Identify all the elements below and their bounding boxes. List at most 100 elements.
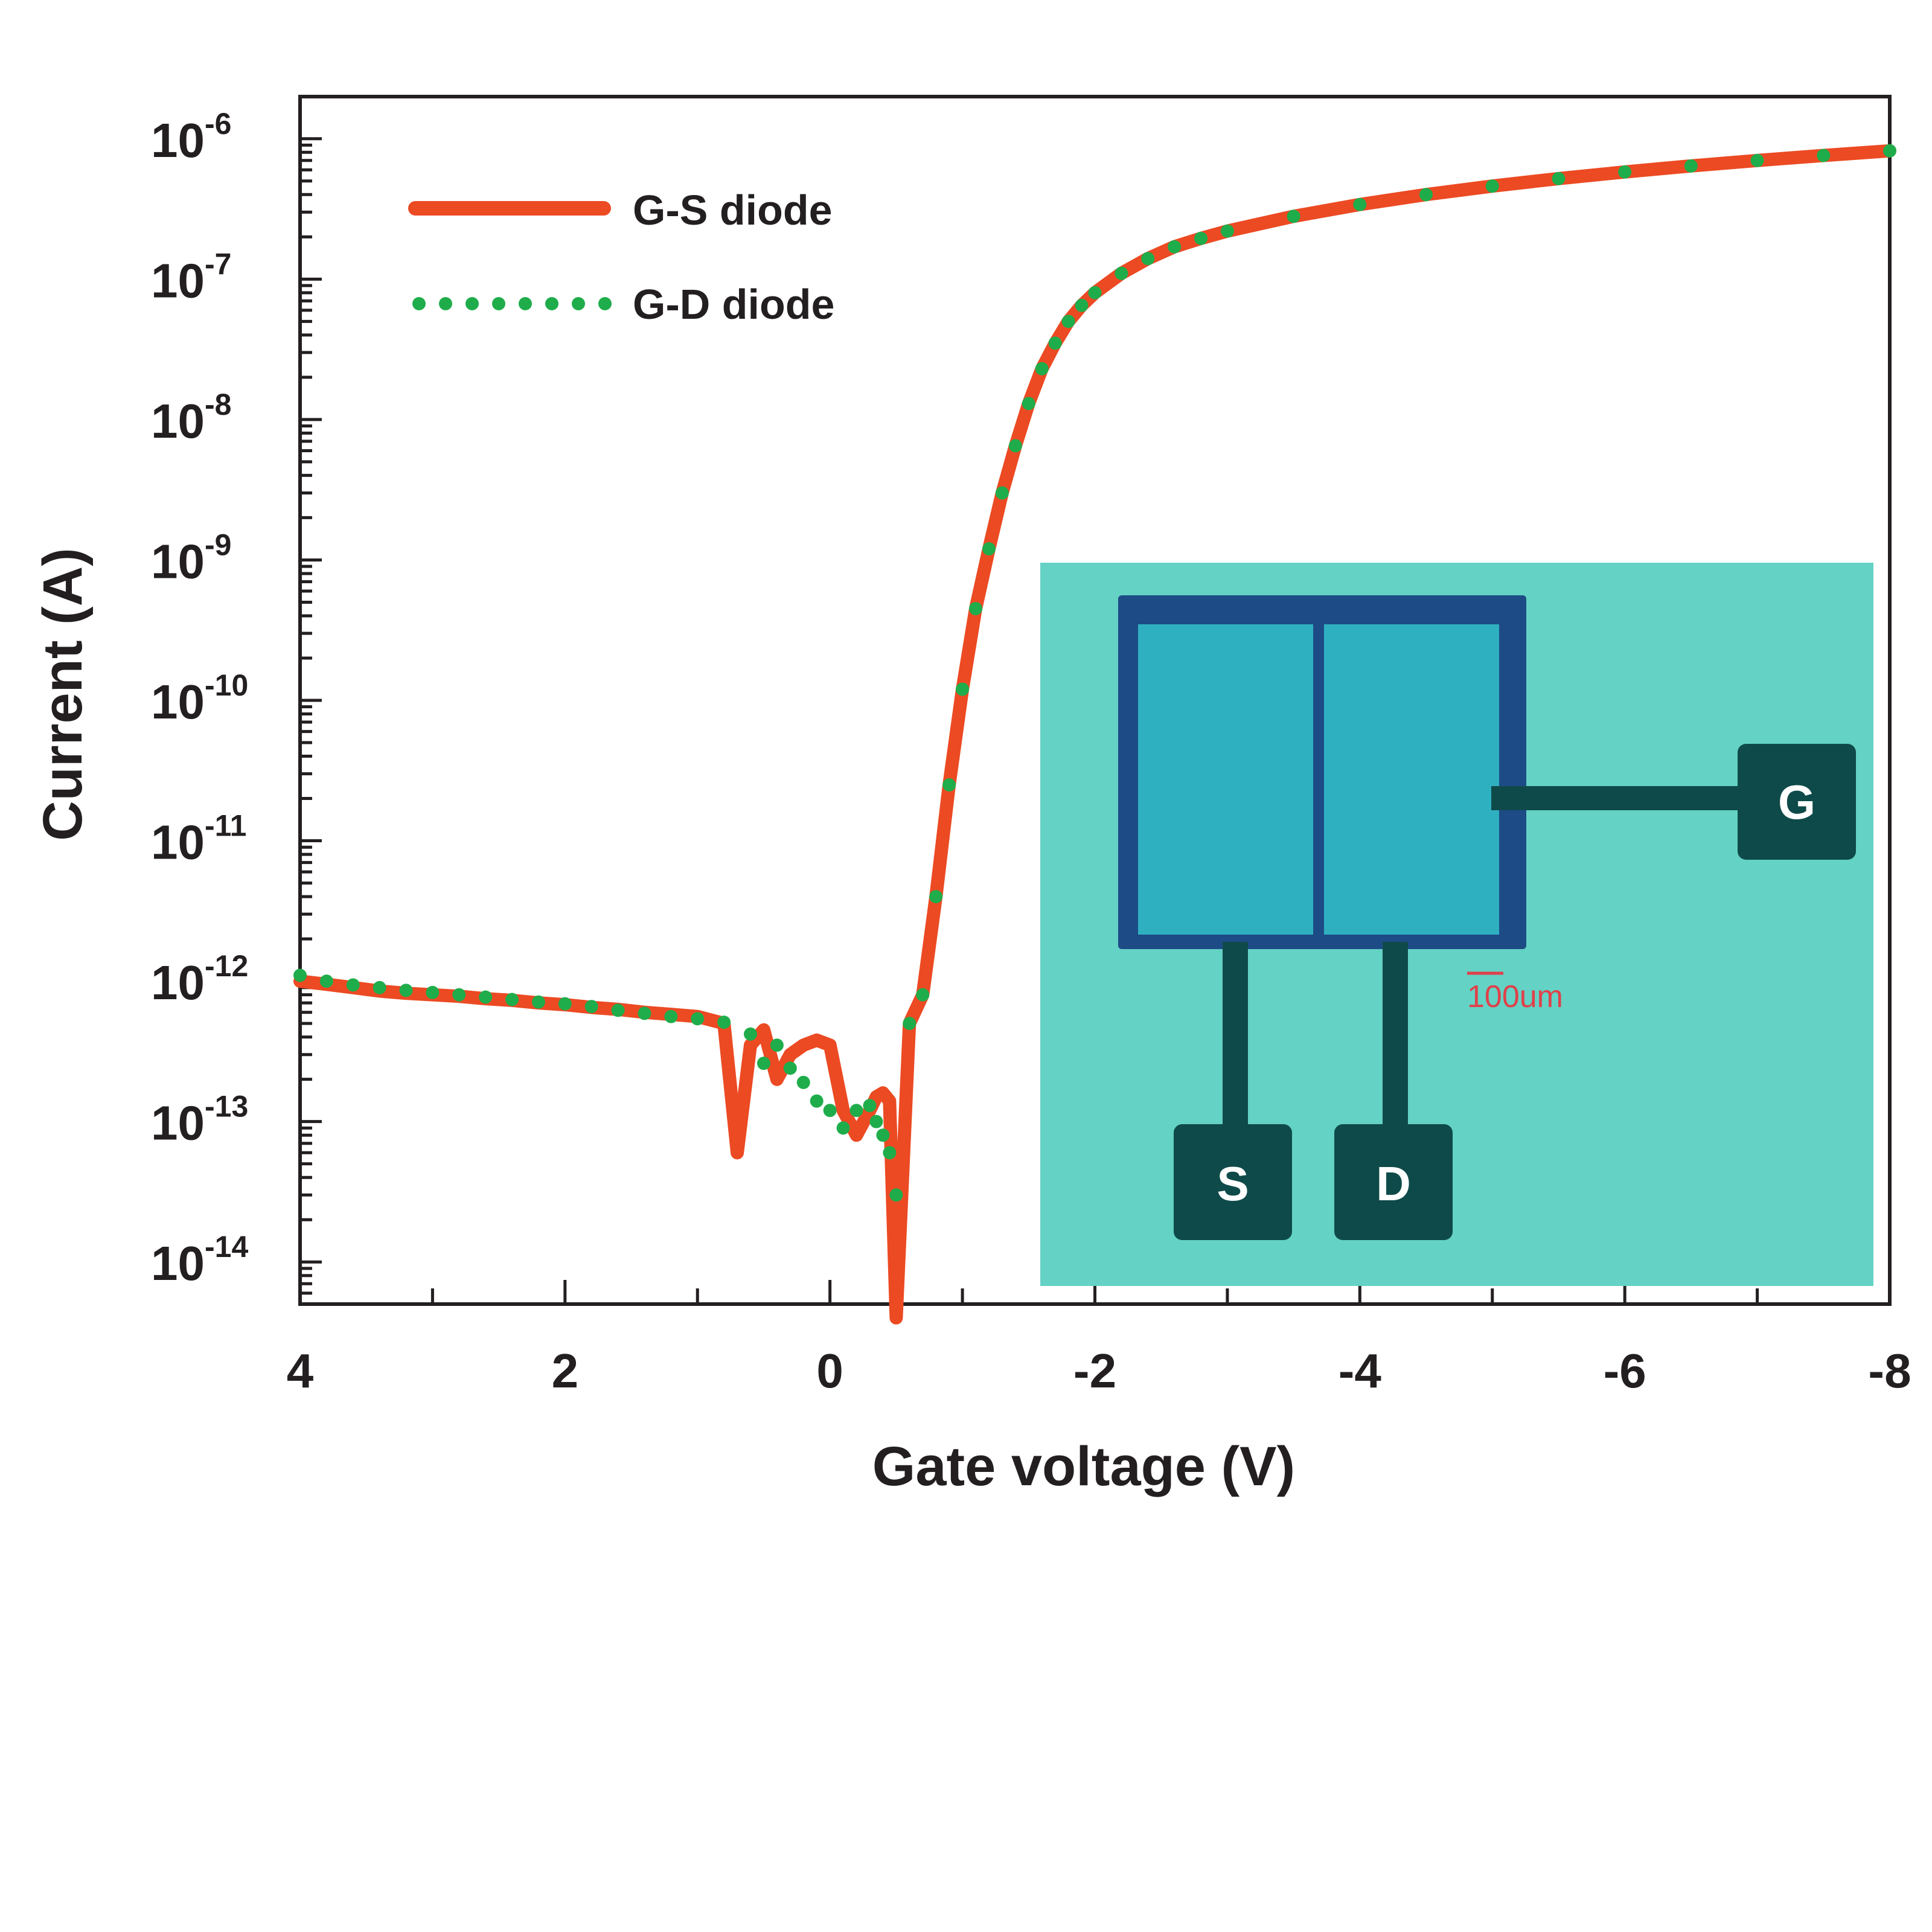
g-d-point	[969, 602, 983, 616]
g-d-point	[744, 1027, 758, 1041]
g-d-point	[956, 682, 970, 696]
x-tick-label: -8	[1868, 1344, 1911, 1398]
g-d-point	[1618, 165, 1632, 179]
y-tick-label: 10-6	[151, 107, 231, 167]
x-tick-label: -6	[1604, 1344, 1646, 1398]
y-tick-label: 10-11	[151, 809, 247, 869]
g-d-point	[916, 988, 930, 1002]
series-points-g-d-diode	[293, 144, 1896, 1202]
gate-pad	[1738, 744, 1856, 860]
source-pad	[1174, 1124, 1292, 1240]
g-d-point	[1194, 231, 1208, 245]
g-d-point	[1168, 240, 1182, 254]
y-tick-label: 10-7	[151, 247, 231, 307]
legend-dot	[572, 297, 585, 310]
g-d-point	[1485, 179, 1499, 193]
g-d-point	[1552, 171, 1566, 185]
g-d-point	[479, 990, 493, 1004]
x-tick-label: -2	[1073, 1344, 1116, 1398]
g-d-point	[319, 974, 333, 988]
legend-dot	[519, 297, 532, 310]
g-d-point	[849, 1104, 863, 1118]
x-axis-label: Gate voltage (V)	[872, 1436, 1295, 1497]
g-d-point	[584, 1000, 598, 1014]
legend-swatch-g-d-diode	[412, 297, 612, 310]
g-d-point	[810, 1094, 824, 1108]
scale-bar-label: 100um	[1467, 979, 1563, 1014]
legend-dot	[598, 297, 612, 310]
g-d-point	[883, 1146, 897, 1160]
g-d-point	[1287, 210, 1300, 223]
device-micrograph-inset: G S D 100um	[1040, 563, 1873, 1286]
g-d-point	[1684, 159, 1698, 173]
g-d-point	[756, 1057, 770, 1070]
g-d-point	[1022, 397, 1035, 411]
source-pad-label: S	[1217, 1157, 1249, 1211]
g-d-point	[1419, 188, 1433, 202]
g-d-point	[638, 1006, 651, 1020]
g-d-point	[836, 1121, 850, 1135]
g-d-point	[1088, 286, 1102, 299]
g-d-point	[426, 985, 440, 999]
g-d-point	[1353, 197, 1367, 211]
g-d-point	[717, 1016, 731, 1029]
g-d-point	[1883, 144, 1896, 158]
y-tick-label: 10-12	[151, 949, 248, 1009]
legend-label-g-s-diode: G-S diode	[633, 187, 833, 234]
g-d-point	[611, 1003, 625, 1017]
legend: G-S diode G-D diode	[408, 187, 834, 328]
y-tick-label: 10-8	[151, 388, 231, 448]
g-d-point	[1141, 252, 1155, 266]
legend-label-g-d-diode: G-D diode	[633, 281, 834, 328]
legend-dot	[439, 297, 452, 310]
g-d-point	[982, 542, 996, 556]
g-d-point	[823, 1104, 837, 1118]
g-d-point	[876, 1128, 890, 1142]
g-d-point	[1115, 266, 1128, 280]
g-d-point	[929, 890, 943, 904]
y-tick-label: 10-9	[151, 528, 231, 588]
g-d-point	[505, 993, 519, 1006]
source-lead	[1223, 942, 1248, 1129]
y-axis-ticks	[300, 137, 322, 1295]
drain-lead	[1383, 942, 1408, 1129]
g-d-point	[558, 997, 572, 1011]
g-d-point	[531, 995, 545, 1009]
g-d-point	[452, 988, 466, 1002]
g-d-point	[889, 1188, 903, 1202]
g-d-point	[869, 1115, 883, 1128]
g-d-point	[373, 980, 386, 994]
y-tick-label: 10-10	[151, 668, 248, 729]
g-d-point	[1008, 439, 1022, 453]
g-d-point	[942, 778, 956, 792]
gate-pad-label: G	[1778, 775, 1815, 829]
x-axis-ticks	[298, 1280, 1892, 1304]
y-axis-label: Current (A)	[32, 548, 94, 841]
x-tick-label: 0	[816, 1344, 843, 1398]
drain-pad	[1334, 1124, 1453, 1240]
g-d-point	[1061, 315, 1075, 328]
g-d-point	[1075, 298, 1089, 312]
g-d-point	[903, 1017, 916, 1031]
g-d-point	[796, 1075, 810, 1089]
legend-dot	[465, 297, 479, 310]
g-d-point	[1817, 149, 1831, 162]
g-d-point	[783, 1061, 797, 1075]
x-tick-label: 4	[287, 1344, 314, 1398]
y-axis-tick-labels: 10-6 10-7 10-8 10-9 10-10 10-11 10-12 10-13 10-1…	[151, 107, 248, 1290]
x-axis-tick-labels: 4 2 0 -2 -4 -6 -8	[287, 1344, 1911, 1398]
g-d-point	[995, 486, 1009, 500]
legend-dot	[412, 297, 426, 310]
x-tick-label: -4	[1339, 1344, 1382, 1398]
g-d-point	[1035, 362, 1049, 376]
y-tick-label: 10-13	[151, 1090, 248, 1150]
g-d-point	[691, 1012, 705, 1026]
g-d-point	[664, 1009, 678, 1023]
drain-pad-label: D	[1376, 1157, 1411, 1211]
y-tick-label: 10-14	[151, 1230, 248, 1290]
legend-dot	[545, 297, 558, 310]
gate-lead	[1491, 786, 1745, 810]
channel-source-region	[1138, 624, 1313, 935]
channel-drain-region	[1324, 624, 1499, 935]
